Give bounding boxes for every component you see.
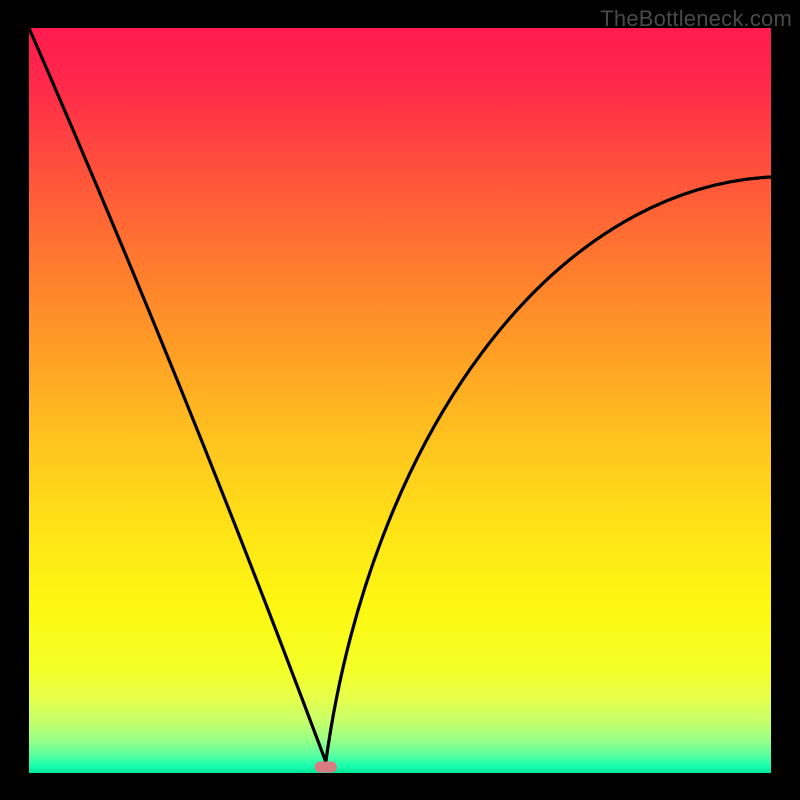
watermark-text: TheBottleneck.com — [600, 6, 792, 32]
optimal-point-marker — [315, 762, 337, 773]
bottleneck-curve-chart — [0, 0, 800, 800]
chart-container: TheBottleneck.com — [0, 0, 800, 800]
gradient-background — [29, 28, 771, 773]
